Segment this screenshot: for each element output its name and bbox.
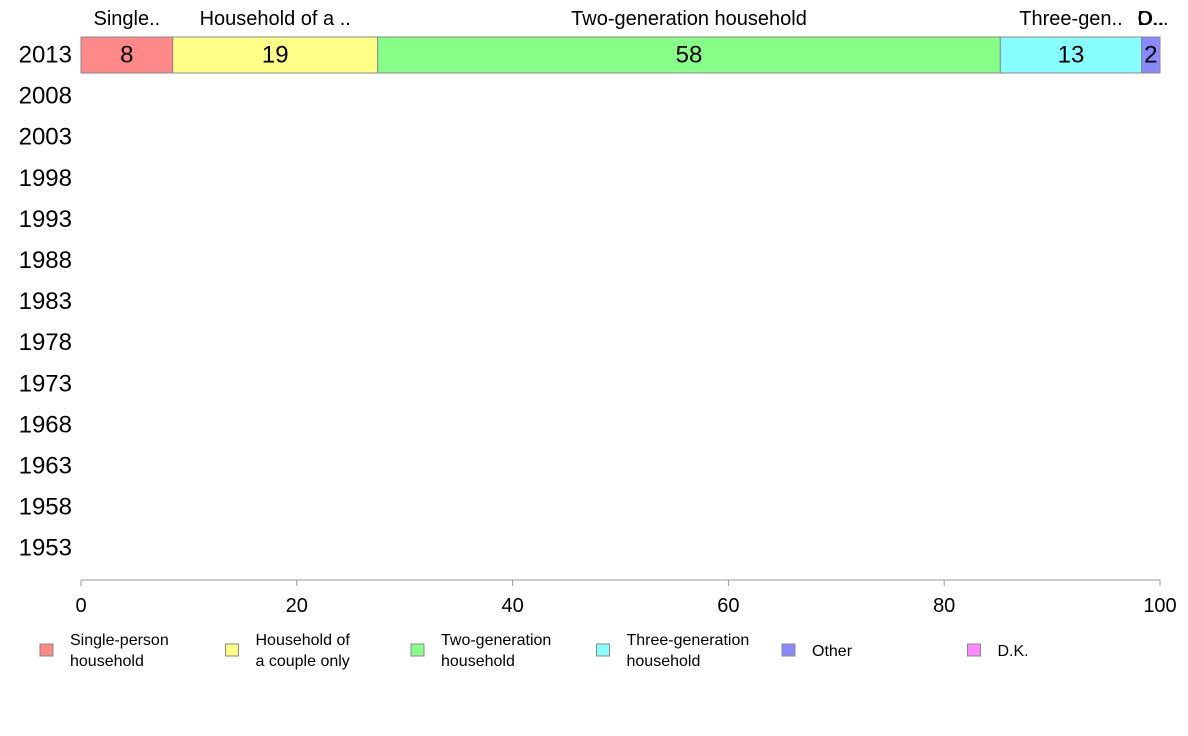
series-header-label-0: Single..	[93, 8, 160, 30]
legend-label-0: Single-person household	[70, 632, 169, 670]
y-tick-label-2008: 2008	[19, 83, 72, 110]
y-tick-label-1993: 1993	[19, 206, 72, 233]
legend-label-4: Other	[812, 643, 853, 660]
y-tick-label-2013: 2013	[19, 42, 72, 69]
x-tick-label-80: 80	[933, 595, 955, 617]
x-tick-label-60: 60	[717, 595, 739, 617]
y-tick-label-1968: 1968	[19, 411, 72, 438]
series-header-label-2: Two-generation household	[571, 8, 807, 30]
y-tick-label-1983: 1983	[19, 288, 72, 315]
y-axis-labels: 2013 2008 2003 1998 1993 1988 1983 1978 1973 1968…	[19, 42, 72, 562]
x-tick-label-100: 100	[1143, 595, 1176, 617]
legend-swatch-3	[596, 643, 610, 657]
legend-label-5: D.K.	[998, 643, 1029, 660]
data-label-2013-series-1: 19	[262, 42, 289, 69]
y-tick-label-1953: 1953	[19, 535, 72, 562]
y-tick-label-1973: 1973	[19, 370, 72, 397]
series-header-labels: Single.. Household of a .. Two-generation …	[93, 8, 1168, 30]
legend-swatch-1	[225, 643, 239, 657]
y-tick-label-2003: 2003	[19, 124, 72, 151]
series-header-label-5: D...	[1137, 8, 1168, 30]
bars: 8 19 58 13 2	[80, 36, 1161, 74]
legend-swatch-2	[410, 643, 425, 657]
series-header-label-3: Three-gen..	[1019, 8, 1122, 30]
y-tick-label-1963: 1963	[19, 453, 72, 480]
legend-swatch-5	[967, 643, 981, 657]
data-label-2013-series-3: 13	[1058, 42, 1085, 69]
legend-label-1: Household of a couple only	[256, 632, 351, 670]
y-tick-label-1958: 1958	[19, 494, 72, 521]
legend-swatch-4	[781, 643, 796, 657]
x-tick-label-0: 0	[75, 595, 86, 617]
y-tick-label-1998: 1998	[19, 165, 72, 192]
y-tick-label-1978: 1978	[19, 329, 72, 356]
data-label-2013-series-2: 58	[676, 42, 703, 69]
series-header-label-1: Household of a ..	[200, 8, 351, 30]
data-label-2013-series-0: 8	[120, 42, 133, 69]
series-header-label-4: O..	[1137, 8, 1164, 30]
data-label-2013-series-4: 2	[1144, 42, 1157, 69]
legend-label-3: Three-generation household	[627, 632, 750, 670]
legend-label-2: Two-generation household	[441, 632, 551, 670]
x-tick-label-20: 20	[286, 595, 308, 617]
x-axis: 0 20 40 60 80 100	[75, 579, 1177, 617]
x-tick-label-40: 40	[501, 595, 523, 617]
bar-2013-series-1	[172, 36, 379, 74]
legend: Single-person household Household of a coup…	[39, 632, 1029, 670]
bar-2013-series-4	[1141, 36, 1161, 74]
legend-swatch-0	[39, 643, 54, 657]
y-tick-label-1988: 1988	[19, 247, 72, 274]
